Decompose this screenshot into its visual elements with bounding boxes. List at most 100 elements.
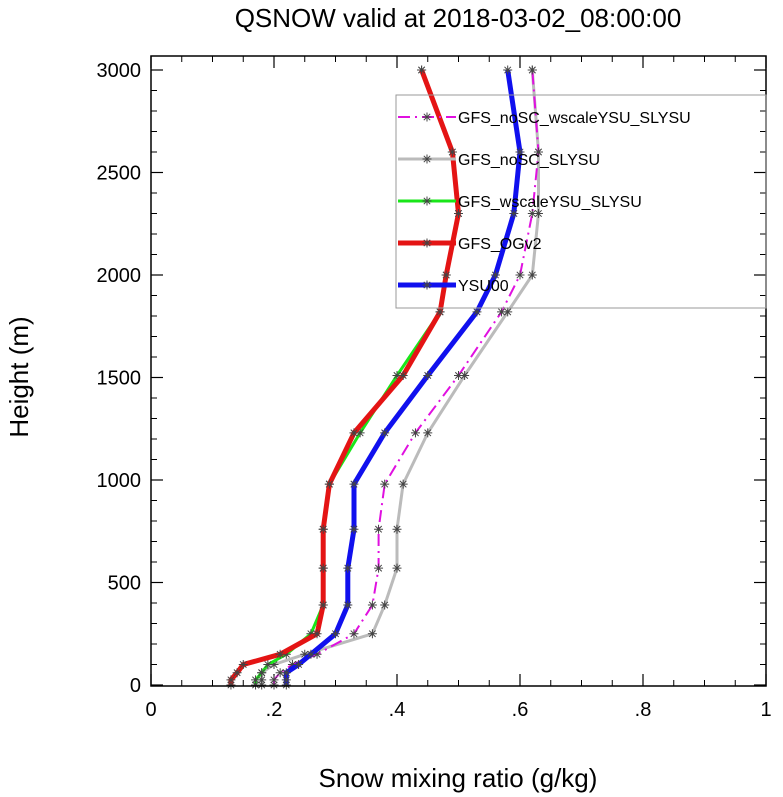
series-point xyxy=(367,629,377,639)
series-point xyxy=(380,600,390,610)
x-tick-label: .2 xyxy=(266,699,283,721)
series-point xyxy=(367,600,377,610)
x-tick-label: .4 xyxy=(389,699,406,721)
series-point xyxy=(454,209,463,218)
series-point xyxy=(312,649,322,659)
series-point xyxy=(226,680,236,690)
legend-marker xyxy=(422,112,432,122)
legend-label: GFS_wscaleYSU_SLYSU xyxy=(458,194,642,211)
legend-marker xyxy=(422,196,432,206)
series-point xyxy=(275,668,285,678)
series-point xyxy=(349,629,359,639)
x-tick-label: .8 xyxy=(635,699,652,721)
legend-label: GFS_OGv2 xyxy=(458,236,542,253)
series-point xyxy=(380,428,390,438)
series-ysu00 xyxy=(281,65,525,690)
series-point xyxy=(232,668,242,678)
series-point xyxy=(515,270,525,280)
series-point xyxy=(392,370,402,380)
series-point xyxy=(398,479,408,489)
series-point xyxy=(398,370,408,380)
series-point xyxy=(349,479,359,489)
series-point xyxy=(251,680,261,690)
series-line xyxy=(273,69,540,685)
y-tick-label: 2500 xyxy=(97,163,142,185)
series-point xyxy=(423,428,433,438)
series-point xyxy=(349,428,359,438)
y-tick-label: 1000 xyxy=(97,470,142,492)
series-point xyxy=(527,65,537,75)
series-point xyxy=(410,428,420,438)
series-point xyxy=(503,65,513,75)
series-point xyxy=(454,370,463,380)
legend-box xyxy=(395,94,767,309)
series-gfs-ogv2 xyxy=(226,65,463,690)
series-point xyxy=(257,668,267,678)
series-point xyxy=(238,660,248,669)
series-point xyxy=(318,563,328,573)
legend-entry-gfs-nosc-slysu: GFS_noSC_SLYSU xyxy=(398,152,600,169)
series-point xyxy=(306,629,316,639)
series-point xyxy=(300,649,310,659)
y-tick-label: 500 xyxy=(108,573,141,595)
legend-entry-gfs-wscaleysu-slysu: GFS_wscaleYSU_SLYSU xyxy=(398,194,642,211)
plot-frame xyxy=(150,55,767,687)
legend-label: GFS_noSC_wscaleYSU_SLYSU xyxy=(458,110,691,127)
series-point xyxy=(417,65,427,75)
series-point xyxy=(447,147,457,157)
axis-ticks: 0 .2 .4 .6 .8 1 0 500 1000 1500 2000 2500 3000 xyxy=(97,56,772,721)
y-tick-label: 1500 xyxy=(97,368,142,390)
legend-label: GFS_noSC_SLYSU xyxy=(458,152,600,169)
series-point xyxy=(355,428,365,438)
chart-title: QSNOW valid at 2018-03-02_08:00:00 xyxy=(235,3,682,33)
series-point xyxy=(392,524,402,534)
series-layer xyxy=(226,65,543,690)
legend-marker xyxy=(422,154,432,164)
y-tick-label: 0 xyxy=(130,675,141,697)
series-point xyxy=(343,563,353,573)
legend-marker xyxy=(422,238,432,248)
y-tick-label: 3000 xyxy=(97,60,142,82)
series-point xyxy=(380,479,390,489)
series-point xyxy=(509,209,519,218)
series-point xyxy=(281,649,291,659)
series-point xyxy=(527,270,537,280)
series-point xyxy=(374,563,384,573)
series-point xyxy=(533,147,543,157)
series-point xyxy=(490,270,500,280)
series-point xyxy=(374,524,384,534)
series-point xyxy=(257,680,267,690)
series-point xyxy=(281,680,291,690)
x-axis-label: Snow mixing ratio (g/kg) xyxy=(319,763,598,793)
legend-entry-gfs-ogv2: GFS_OGv2 xyxy=(398,236,542,253)
x-tick-label: 0 xyxy=(145,699,156,721)
series-point xyxy=(527,209,537,218)
series-point xyxy=(281,668,291,678)
series-point xyxy=(269,675,279,685)
series-point xyxy=(515,147,525,157)
x-tick-label: 1 xyxy=(760,699,771,721)
series-point xyxy=(251,675,261,685)
x-tick-label: .6 xyxy=(512,699,529,721)
series-point xyxy=(423,370,433,380)
series-point xyxy=(324,479,334,489)
series-point xyxy=(318,600,328,610)
series-point xyxy=(331,629,340,639)
series-point xyxy=(460,370,470,380)
series-point xyxy=(287,660,297,669)
series-point xyxy=(472,307,482,317)
series-point xyxy=(294,660,304,669)
series-point xyxy=(275,649,285,659)
series-point xyxy=(503,307,513,317)
series-point xyxy=(349,524,359,534)
series-point xyxy=(306,649,316,659)
series-point xyxy=(281,675,291,685)
legend: GFS_noSC_wscaleYSU_SLYSU GFS_noSC_SLYSU GF… xyxy=(395,94,767,309)
series-point xyxy=(343,600,353,610)
y-axis-label: Height (m) xyxy=(4,316,34,437)
series-point xyxy=(441,270,451,280)
legend-entry-ysu00: YSU00 xyxy=(398,278,509,295)
y-tick-label: 2000 xyxy=(97,265,142,287)
series-point xyxy=(263,660,273,669)
